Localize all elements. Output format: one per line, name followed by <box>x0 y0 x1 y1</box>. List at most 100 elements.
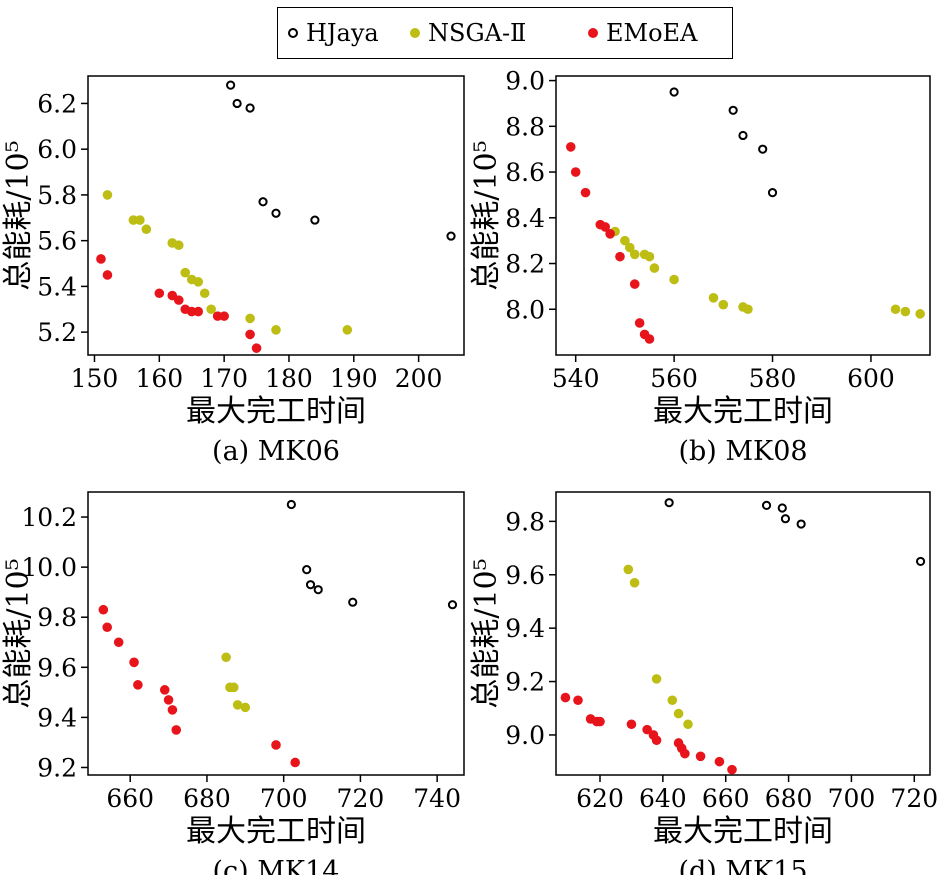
panel-4-point-emoea <box>651 735 662 746</box>
panel-3-point-hjaya <box>305 580 316 590</box>
panel-1-ytick-label: 5.8 <box>37 181 77 210</box>
panel-3-xlabel: 最大完工时间 <box>186 814 366 849</box>
legend-item-nsga2: NSGA-Ⅱ <box>410 8 526 58</box>
legend: HJaya NSGA-Ⅱ EMoEA <box>277 7 733 59</box>
panel-2-point-nsga <box>620 235 630 246</box>
panel-4-point-hjaya <box>796 519 806 529</box>
panel-2-point-emoea <box>565 142 576 152</box>
panel-1-point-emoea <box>193 306 204 317</box>
panel-4-point-emoea <box>595 716 605 727</box>
panel-4-xtick-label: 720 <box>890 784 938 813</box>
panel-1-point-nsga <box>342 325 353 335</box>
panel-3-point-nsga <box>221 652 231 663</box>
panel-4-point-nsga <box>651 674 662 684</box>
panel-2-point-hjaya <box>669 87 679 97</box>
panel-1-point-nsga <box>173 240 184 251</box>
panel-1-point-nsga <box>271 325 281 335</box>
panel-4-xtick-label: 700 <box>828 784 876 813</box>
panel-4-point-nsga <box>683 719 693 730</box>
panel-2-point-nsga <box>625 242 635 253</box>
panel-1-xtick-label: 190 <box>330 364 378 393</box>
panel-1-xtick-label: 180 <box>265 364 313 393</box>
panel-1-point-hjaya <box>226 80 236 90</box>
panel-1-point-nsga <box>199 288 210 299</box>
panel-2-xtick-label: 560 <box>650 364 698 393</box>
panel-4-point-hjaya <box>915 556 926 567</box>
panel-2-ytick-label: 8.8 <box>505 112 545 141</box>
panel-1-point-nsga <box>245 313 255 324</box>
panel-4-ytick-label: 9.2 <box>505 668 545 697</box>
panel-4-point-nsga <box>629 577 640 588</box>
panel-2-xlabel: 最大完工时间 <box>653 394 833 429</box>
legend-olive-dot-icon <box>410 28 420 38</box>
panel-4-xtick-label: 620 <box>576 784 624 813</box>
panel-1-point-hjaya <box>232 98 242 109</box>
panel-1-xtick-label: 200 <box>395 364 443 393</box>
panel-3-point-emoea <box>163 695 174 705</box>
panel-2-point-hjaya <box>767 188 778 198</box>
panel-3-point-hjaya <box>302 565 312 575</box>
panel-4-xtick-label: 680 <box>765 784 813 813</box>
panel-4-xtick-label: 640 <box>639 784 687 813</box>
panel-4-ytick-label: 9.8 <box>505 507 545 536</box>
panel-3-point-nsga <box>240 702 251 713</box>
panel-2-point-emoea <box>644 334 655 344</box>
panel-1-point-emoea <box>219 311 229 321</box>
panel-1-xtick-label: 150 <box>71 364 119 393</box>
panel-3-xtick-label: 700 <box>260 784 308 813</box>
panel-1-point-emoea <box>245 329 255 340</box>
panel-2-point-hjaya <box>738 130 748 141</box>
panel-2-point-nsga <box>718 299 729 310</box>
panel-1-point-emoea <box>102 270 113 280</box>
panel-4-point-emoea <box>695 751 706 762</box>
panel-4-point-emoea <box>642 724 652 735</box>
panel-3-point-emoea <box>133 680 143 690</box>
panel-2-xtick-label: 600 <box>847 364 895 393</box>
panel-3-point-emoea <box>290 757 300 768</box>
panel-3-ytick-label: 9.2 <box>37 753 77 782</box>
legend-red-dot-icon <box>588 28 598 38</box>
panel-3-ytick-label: 10.2 <box>21 503 77 532</box>
panel-2-ytick-label: 8.2 <box>505 250 545 279</box>
panel-2-point-emoea <box>605 228 615 239</box>
panel-3-point-hjaya <box>286 499 296 510</box>
panel-3-point-emoea <box>167 705 178 715</box>
panel-4-point-nsga <box>673 708 684 719</box>
panel-1-xtick-label: 170 <box>200 364 248 393</box>
legend-label-hjaya: HJaya <box>306 19 379 47</box>
panel-4-ytick-label: 9.6 <box>505 561 545 590</box>
panel-3-ylabel: 总能耗/10⁵ <box>1 558 36 708</box>
panel-3-point-emoea <box>271 740 281 750</box>
panel-3-point-hjaya <box>313 585 323 595</box>
panel-1-xtick-label: 160 <box>135 364 183 393</box>
panel-1-point-nsga <box>206 304 216 315</box>
panel-4-ytick-label: 9.0 <box>505 721 545 750</box>
legend-label-emoea: EMoEA <box>606 19 698 47</box>
panel-2-point-nsga <box>743 304 753 315</box>
panel-2-ytick-label: 9.0 <box>505 67 545 96</box>
panel-1-xlabel: 最大完工时间 <box>186 394 366 429</box>
panel-2-point-emoea <box>629 279 640 289</box>
panel-3-point-nsga <box>232 700 243 710</box>
panel-2-point-nsga <box>890 304 901 315</box>
panel-1-point-hjaya <box>310 215 320 225</box>
panel-2-ytick-label: 8.0 <box>505 295 545 324</box>
panel-3-point-hjaya <box>348 597 358 607</box>
panel-1-ylabel: 总能耗/10⁵ <box>1 140 36 290</box>
panel-1-point-emoea <box>251 343 262 353</box>
panel-1-point-emoea <box>96 254 106 264</box>
panel-4-xlabel: 最大完工时间 <box>653 814 833 849</box>
panel-1-ytick-label: 5.6 <box>37 227 77 256</box>
panel-3-point-emoea <box>102 622 112 633</box>
panel-1-ytick-label: 6.2 <box>37 89 77 118</box>
panel-1-point-emoea <box>173 295 184 305</box>
panel-3-point-emoea <box>171 725 182 735</box>
panel-3-ytick-label: 10.0 <box>21 553 77 582</box>
legend-open-circle-icon <box>288 28 298 38</box>
panel-3-point-nsga <box>228 682 239 693</box>
panel-3-point-hjaya <box>447 600 458 610</box>
panel-1-ytick-label: 5.4 <box>37 272 77 301</box>
panel-4-point-emoea <box>680 748 690 759</box>
panel-3-xtick-label: 720 <box>337 784 385 813</box>
